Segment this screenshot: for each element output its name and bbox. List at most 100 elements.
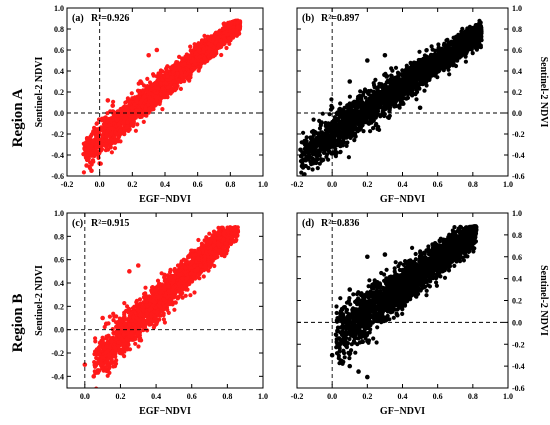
data-point [141, 95, 146, 100]
data-point [114, 131, 119, 137]
data-point [216, 42, 221, 48]
data-point [94, 143, 99, 148]
data-point [320, 157, 325, 162]
data-point [104, 131, 109, 137]
data-point [226, 32, 231, 37]
data-point [343, 134, 349, 139]
data-point [112, 146, 118, 151]
data-point [89, 153, 95, 158]
data-point [197, 54, 202, 60]
data-point [160, 107, 165, 112]
data-point [317, 153, 322, 158]
data-point [165, 95, 170, 100]
data-point [182, 76, 187, 81]
data-point [195, 58, 201, 63]
scatter-points [298, 18, 484, 176]
data-point [118, 128, 123, 133]
data-point [168, 65, 173, 70]
data-point [300, 159, 305, 164]
data-point [151, 107, 156, 112]
data-point [317, 161, 322, 166]
data-point [199, 58, 204, 64]
data-point [334, 111, 339, 116]
data-point [177, 65, 182, 71]
data-point [321, 150, 327, 155]
data-point [105, 98, 111, 103]
data-point [231, 25, 236, 30]
data-point [397, 105, 402, 110]
y-tick-label: 0.0 [54, 109, 64, 118]
panel-b: -0.2 0.0 0.2 0.4 0.6 0.8 1.0-0.6-0.4-0.20.00.2… [291, 4, 549, 205]
data-point [337, 107, 342, 112]
data-point [231, 28, 236, 33]
data-point [347, 94, 352, 99]
data-point [202, 56, 207, 61]
data-point [121, 115, 127, 121]
data-point [333, 146, 338, 151]
data-point [359, 105, 364, 110]
data-point [202, 33, 207, 39]
x-tick-label: 0.0 [95, 180, 105, 189]
scatter-points [81, 18, 243, 175]
data-point [89, 162, 94, 167]
data-point [385, 115, 391, 120]
data-point [100, 142, 106, 147]
data-point [111, 115, 116, 120]
data-point [455, 50, 460, 56]
data-point [141, 119, 146, 124]
data-point [326, 157, 331, 162]
data-point [129, 123, 134, 128]
data-point [125, 120, 130, 125]
data-point [418, 80, 424, 86]
data-point [122, 132, 127, 137]
data-point [94, 121, 99, 126]
data-point [300, 153, 305, 158]
data-point [127, 100, 132, 105]
x-axis-label: EGF−NDVI [139, 194, 191, 205]
data-point [110, 141, 115, 146]
data-point [373, 77, 378, 82]
data-point [134, 98, 139, 103]
data-point [153, 102, 158, 107]
data-point [329, 97, 334, 102]
data-point [428, 54, 433, 59]
data-point [138, 79, 143, 84]
data-point [158, 81, 163, 86]
data-point [137, 91, 142, 96]
data-point [105, 138, 110, 143]
data-point [335, 130, 340, 135]
data-point [333, 154, 338, 159]
data-point [201, 46, 206, 51]
data-point [144, 88, 149, 93]
data-point [165, 68, 170, 73]
data-point [172, 88, 178, 93]
data-point [381, 113, 387, 118]
y-tick-label: -0.6 [51, 172, 64, 181]
data-point [143, 106, 148, 111]
data-point [187, 75, 192, 80]
data-point [315, 131, 321, 136]
data-point [84, 163, 89, 168]
data-point [165, 64, 170, 69]
data-point [85, 137, 90, 142]
data-point [433, 72, 438, 77]
data-point [198, 62, 203, 67]
data-point [190, 58, 195, 64]
data-point [211, 54, 216, 59]
data-point [371, 118, 376, 123]
data-point [109, 131, 114, 136]
data-point [218, 38, 223, 43]
data-point [123, 100, 128, 105]
y-tick-label: 0.4 [54, 67, 64, 76]
data-point [302, 150, 308, 155]
data-point [476, 33, 482, 38]
data-point [88, 146, 93, 151]
data-point [397, 73, 402, 78]
y-tick-label: -0.2 [51, 130, 64, 139]
data-point [224, 45, 229, 51]
data-point [300, 164, 305, 169]
data-point [400, 68, 405, 73]
data-point [310, 167, 315, 172]
data-point [301, 173, 306, 176]
data-point [422, 53, 427, 58]
